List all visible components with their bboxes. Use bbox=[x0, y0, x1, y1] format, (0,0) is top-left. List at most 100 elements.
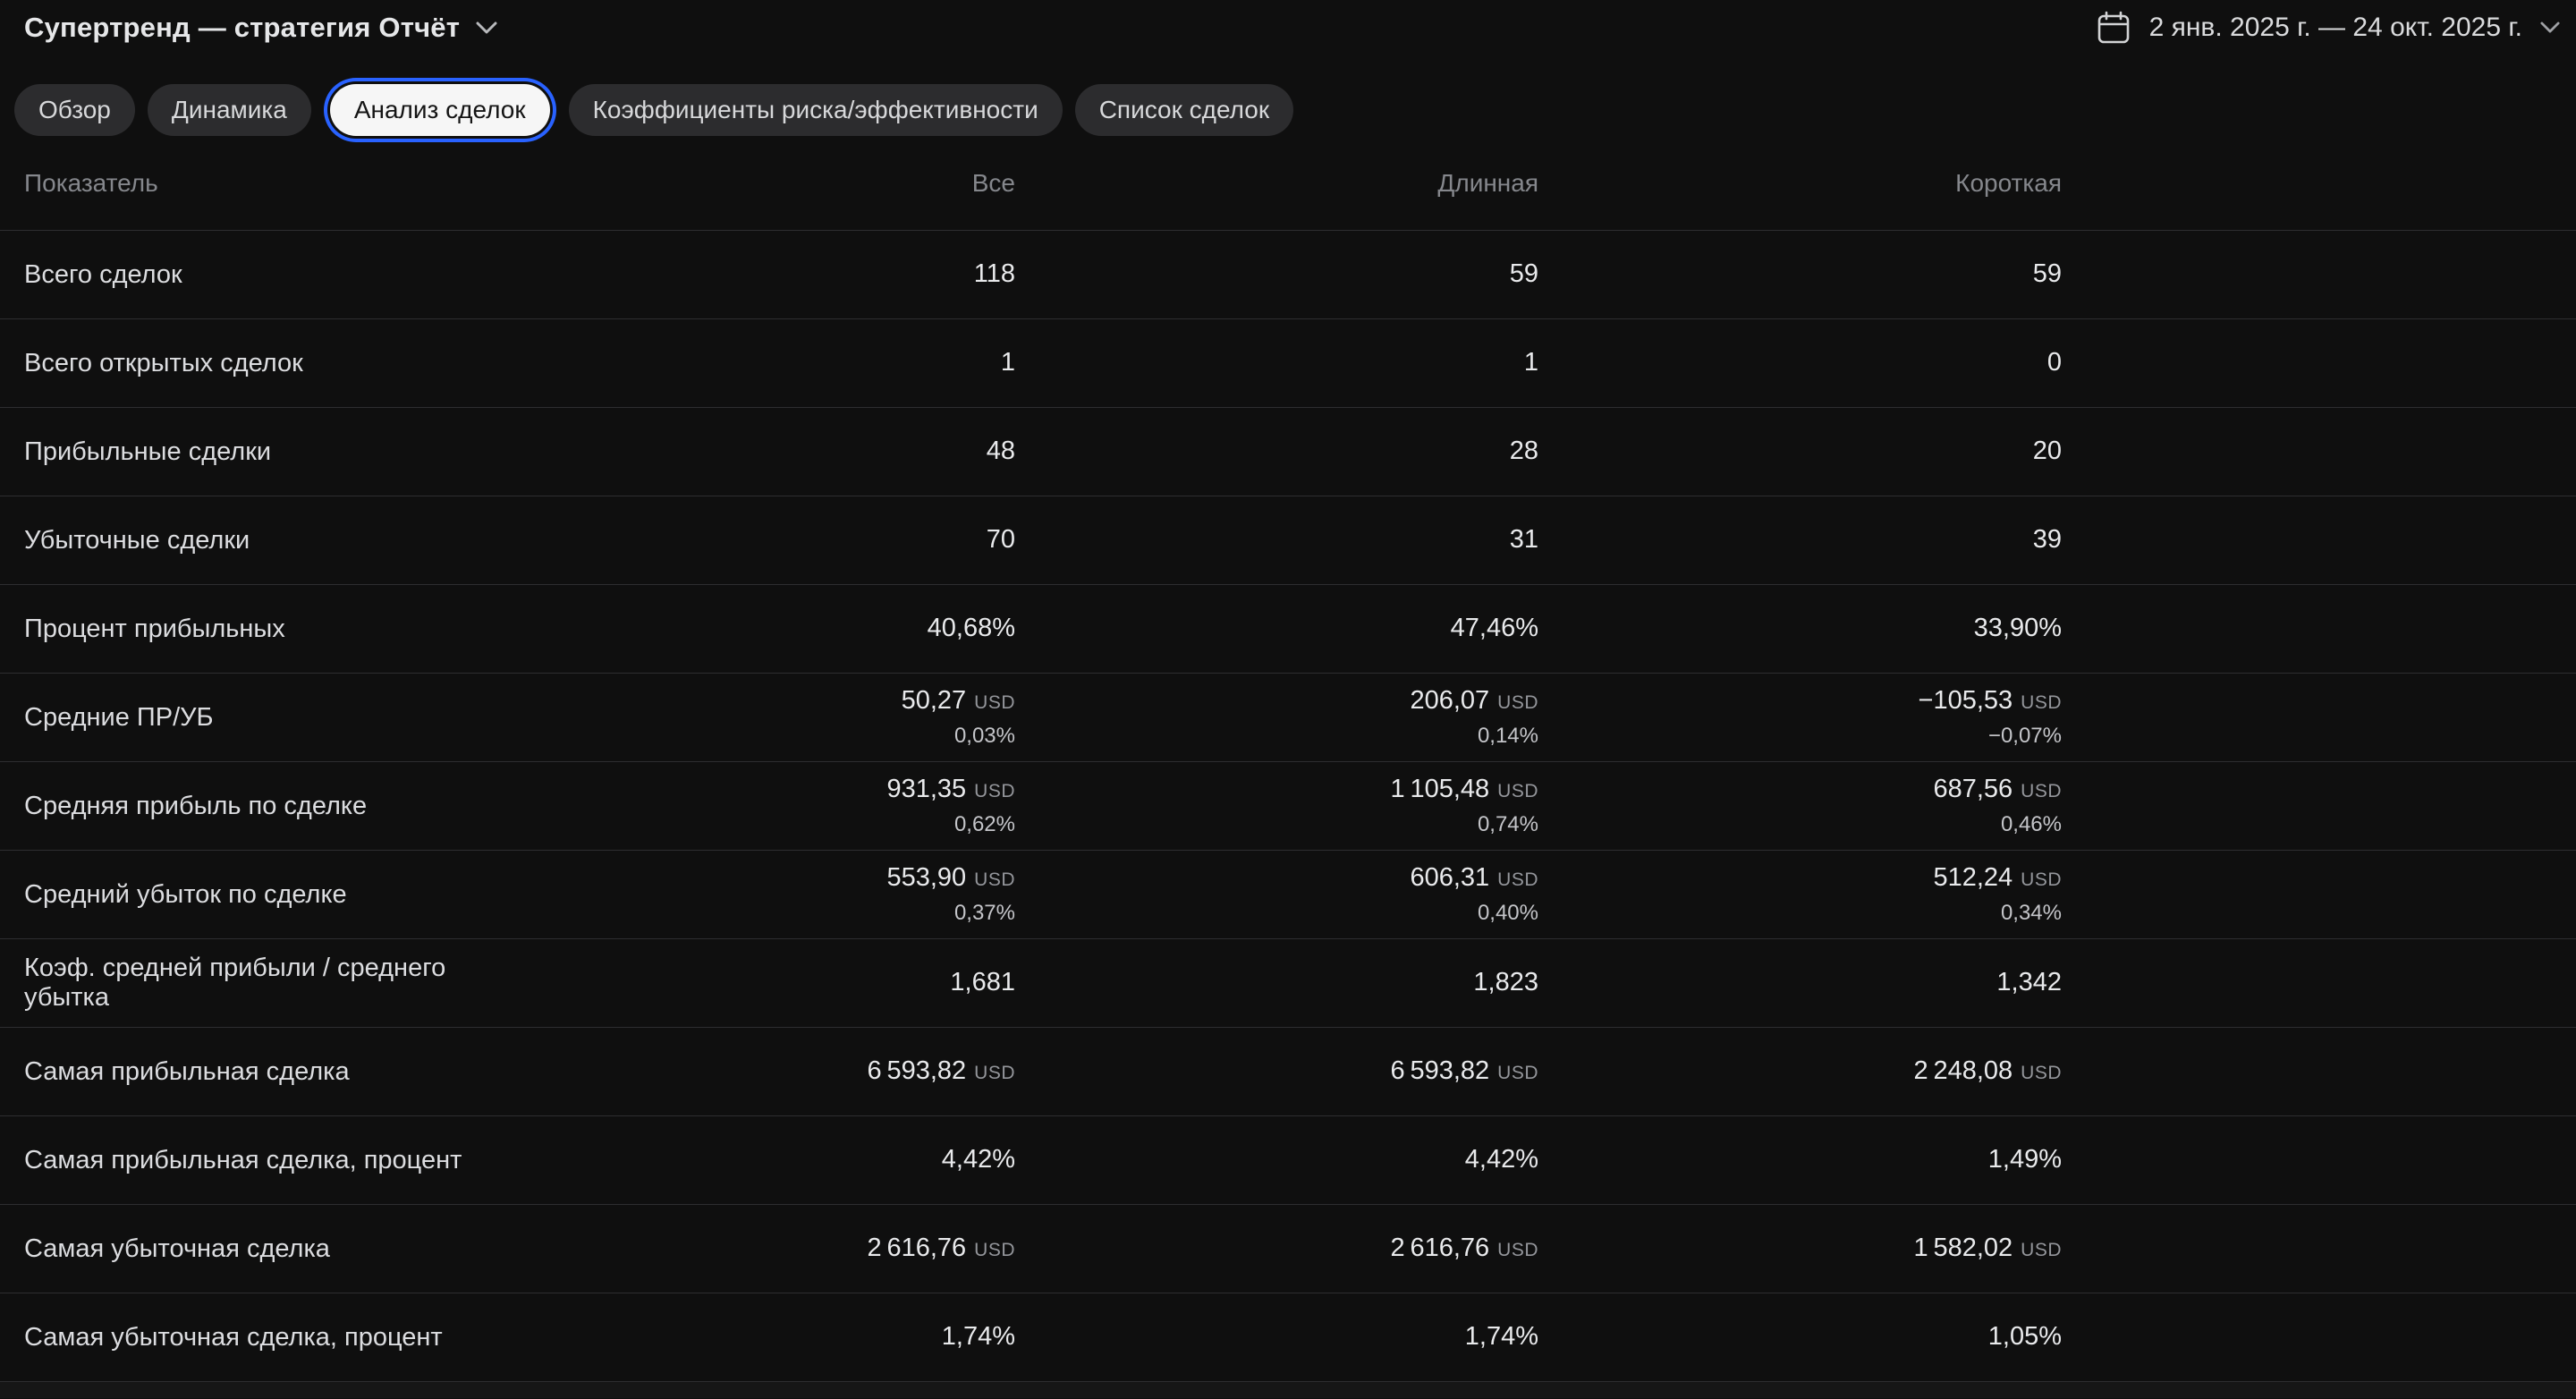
cell-all: 2 616,76 USD bbox=[492, 1234, 1015, 1263]
percent-value: 0,37% bbox=[953, 901, 1015, 926]
cell-short: 1 582,02 USD bbox=[1538, 1234, 2062, 1263]
date-range-picker[interactable]: 2 янв. 2025 г. — 24 окт. 2025 г. bbox=[2096, 10, 2562, 46]
cell-value: 553,90 bbox=[886, 863, 967, 893]
cell-short: −105,53 USD −0,07% bbox=[1538, 686, 2062, 749]
row-label: Всего открытых сделок bbox=[24, 348, 303, 377]
currency-suffix: USD bbox=[1497, 1240, 1538, 1261]
cell-value: 1,74% bbox=[941, 1322, 1015, 1352]
cell-short: 39 bbox=[1538, 525, 2062, 555]
cell-short: 1,342 bbox=[1538, 968, 2062, 997]
cell-short: 687,56 USD 0,46% bbox=[1538, 775, 2062, 837]
cell-short: 1,05% bbox=[1538, 1322, 2062, 1352]
tab-list-of-trades[interactable]: Список сделок bbox=[1074, 84, 1294, 136]
cell-value: 6 593,82 bbox=[867, 1056, 967, 1086]
tab-risk-performance-ratios[interactable]: Коэффициенты риска/эффективности bbox=[568, 84, 1063, 136]
row-label: Самая прибыльная сделка bbox=[24, 1056, 350, 1086]
cell-short: 33,90% bbox=[1538, 614, 2062, 643]
cell-value: 1,823 bbox=[1473, 968, 1538, 997]
table-bottom-strip bbox=[0, 1382, 2576, 1398]
cell-value: 118 bbox=[973, 259, 1015, 289]
cell-value: 31 bbox=[1509, 525, 1538, 555]
cell-value: 39 bbox=[2032, 525, 2062, 555]
cell-value: 70 bbox=[986, 525, 1015, 555]
cell-long: 4,42% bbox=[1015, 1145, 1538, 1174]
cell-long: 1,823 bbox=[1015, 968, 1538, 997]
cell-all: 48 bbox=[492, 437, 1015, 466]
table-row: Самая убыточная сделка 2 616,76 USD 2 616,7… bbox=[0, 1205, 2576, 1293]
cell-value: 4,42% bbox=[941, 1145, 1015, 1174]
table-row: Прибыльные сделки 48 28 20 bbox=[0, 408, 2576, 496]
percent-value: 0,34% bbox=[2000, 901, 2062, 926]
column-header-all: Все bbox=[971, 168, 1015, 197]
strategy-title-dropdown[interactable]: Супертренд — стратегия Отчёт bbox=[24, 12, 497, 44]
cell-all: 118 bbox=[492, 259, 1015, 289]
currency-suffix: USD bbox=[2021, 1240, 2062, 1261]
percent-value: 0,62% bbox=[953, 812, 1015, 837]
table-row: Средние ПР/УБ 50,27 USD 0,03% 206,07 USD 0,14%… bbox=[0, 674, 2576, 762]
cell-long: 2 616,76 USD bbox=[1015, 1234, 1538, 1263]
row-label: Убыточные сделки bbox=[24, 525, 250, 555]
cell-value: 512,24 bbox=[1933, 863, 2013, 893]
table-row: Процент прибыльных 40,68% 47,46% 33,90% bbox=[0, 585, 2576, 674]
table-row: Самая прибыльная сделка 6 593,82 USD 6 593,… bbox=[0, 1028, 2576, 1116]
cell-value: 1,49% bbox=[1987, 1145, 2062, 1174]
cell-long: 1,74% bbox=[1015, 1322, 1538, 1352]
currency-suffix: USD bbox=[974, 1063, 1015, 1084]
cell-value: 1,342 bbox=[1996, 968, 2062, 997]
cell-all: 6 593,82 USD bbox=[492, 1056, 1015, 1086]
cell-value: 606,31 bbox=[1410, 863, 1490, 893]
table-row: Самая убыточная сделка, процент 1,74% 1,74… bbox=[0, 1293, 2576, 1382]
cell-value: 50,27 bbox=[901, 686, 967, 716]
cell-value: 4,42% bbox=[1464, 1145, 1538, 1174]
cell-value: 59 bbox=[2032, 259, 2062, 289]
column-header-short: Короткая bbox=[1955, 168, 2062, 197]
currency-suffix: USD bbox=[974, 1240, 1015, 1261]
cell-value: 40,68% bbox=[927, 614, 1015, 643]
cell-short: 20 bbox=[1538, 437, 2062, 466]
percent-value: 0,03% bbox=[953, 724, 1015, 749]
date-range-text: 2 янв. 2025 г. — 24 окт. 2025 г. bbox=[2148, 13, 2522, 42]
percent-value: 0,46% bbox=[2000, 812, 2062, 837]
cell-value: 59 bbox=[1509, 259, 1538, 289]
currency-suffix: USD bbox=[974, 692, 1015, 714]
table-row: Самая прибыльная сделка, процент 4,42% 4,4… bbox=[0, 1116, 2576, 1205]
cell-value: 1 582,02 bbox=[1913, 1234, 2013, 1263]
cell-long: 59 bbox=[1015, 259, 1538, 289]
percent-value: 0,14% bbox=[1477, 724, 1538, 749]
cell-value: 1,681 bbox=[950, 968, 1015, 997]
cell-value: −105,53 bbox=[1918, 686, 2013, 716]
cell-value: 47,46% bbox=[1450, 614, 1538, 643]
row-label: Самая убыточная сделка bbox=[24, 1234, 330, 1263]
tab-overview[interactable]: Обзор bbox=[14, 84, 135, 136]
currency-suffix: USD bbox=[974, 869, 1015, 891]
cell-value: 6 593,82 bbox=[1390, 1056, 1490, 1086]
cell-all: 1 bbox=[492, 348, 1015, 377]
cell-long: 28 bbox=[1015, 437, 1538, 466]
tab-bar: Обзор Динамика Анализ сделок Коэффициенты р… bbox=[14, 84, 2576, 136]
cell-short: 0 bbox=[1538, 348, 2062, 377]
currency-suffix: USD bbox=[1497, 781, 1538, 802]
cell-value: 1,74% bbox=[1464, 1322, 1538, 1352]
cell-long: 6 593,82 USD bbox=[1015, 1056, 1538, 1086]
row-label: Средняя прибыль по сделке bbox=[24, 791, 368, 820]
cell-value: 2 616,76 bbox=[1390, 1234, 1490, 1263]
cell-value: 20 bbox=[2032, 437, 2062, 466]
table-row: Убыточные сделки 70 31 39 bbox=[0, 496, 2576, 585]
table-row: Средняя прибыль по сделке 931,35 USD 0,62% 1… bbox=[0, 762, 2576, 851]
cell-long: 47,46% bbox=[1015, 614, 1538, 643]
cell-value: 1 105,48 bbox=[1390, 775, 1490, 804]
tab-trades-analysis[interactable]: Анализ сделок bbox=[329, 84, 550, 136]
currency-suffix: USD bbox=[1497, 869, 1538, 891]
cell-short: 59 bbox=[1538, 259, 2062, 289]
trades-analysis-table: Показатель Все Длинная Короткая Всего сд… bbox=[0, 136, 2576, 1382]
cell-all: 931,35 USD 0,62% bbox=[492, 775, 1015, 837]
table-row: Всего открытых сделок 1 1 0 bbox=[0, 319, 2576, 408]
cell-short: 512,24 USD 0,34% bbox=[1538, 863, 2062, 926]
tab-performance[interactable]: Динамика bbox=[147, 84, 311, 136]
row-label: Коэф. средней прибыли / среднего убытка bbox=[24, 954, 446, 1012]
row-label: Прибыльные сделки bbox=[24, 437, 272, 466]
cell-value: 48 bbox=[986, 437, 1015, 466]
cell-all: 50,27 USD 0,03% bbox=[492, 686, 1015, 749]
cell-value: 1,05% bbox=[1987, 1322, 2062, 1352]
page-title: Супертренд — стратегия Отчёт bbox=[24, 12, 461, 43]
